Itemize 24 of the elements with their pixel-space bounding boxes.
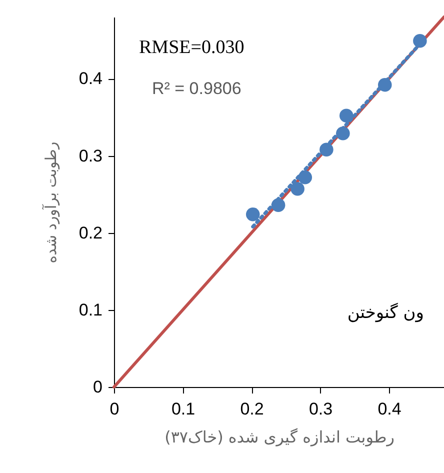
point [271, 198, 286, 212]
y-tick-label: 0 [93, 378, 102, 396]
point [246, 207, 260, 222]
annotation: ون گنوختن [347, 302, 424, 323]
annotation: R² = 0.9806 [152, 79, 242, 98]
point [378, 78, 392, 92]
point [336, 126, 350, 140]
x-tick-label: 0 [110, 400, 120, 418]
point [413, 34, 427, 48]
point [339, 108, 354, 123]
x-tick-label: 0.4 [378, 400, 402, 418]
annotation: RMSE=0.030 [139, 37, 244, 58]
y-tick-label: 0.3 [78, 146, 102, 166]
point [290, 182, 304, 196]
y-tick-label: 0.1 [78, 300, 102, 320]
x-tick-label: 0.2 [240, 400, 264, 418]
y-axis-title: رطوبت برآورد شده [40, 142, 60, 264]
x-tick-label: 0.1 [171, 400, 196, 418]
y-tick-label: 0.2 [78, 223, 102, 242]
point [298, 170, 312, 184]
x-axis-title: رطوبت اندازه گیری شده (خاک۳۷) [164, 428, 394, 446]
x-tick-label: 0.3 [308, 400, 333, 418]
y-tick-label: 0.4 [78, 69, 102, 88]
point [320, 142, 334, 156]
